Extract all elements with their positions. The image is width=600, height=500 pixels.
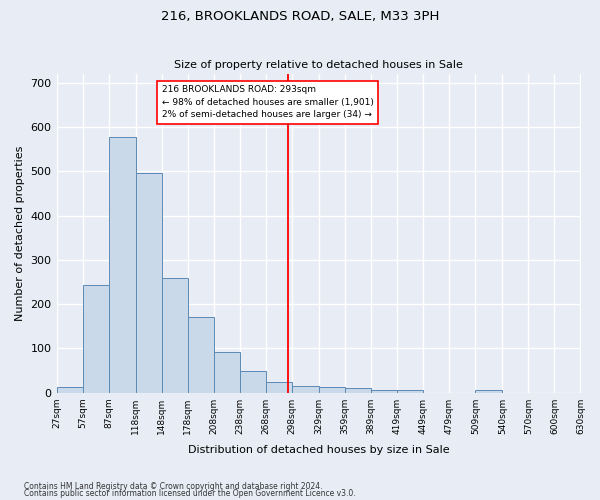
Text: 216, BROOKLANDS ROAD, SALE, M33 3PH: 216, BROOKLANDS ROAD, SALE, M33 3PH <box>161 10 439 23</box>
Bar <box>83 285 109 393</box>
Title: Size of property relative to detached houses in Sale: Size of property relative to detached ho… <box>174 60 463 70</box>
Bar <box>214 352 240 393</box>
Text: Contains public sector information licensed under the Open Government Licence v3: Contains public sector information licen… <box>24 490 356 498</box>
Y-axis label: Number of detached properties: Number of detached properties <box>15 146 25 321</box>
Bar <box>397 390 423 392</box>
Bar <box>319 387 345 392</box>
Bar <box>475 390 502 392</box>
Bar <box>266 382 292 392</box>
Bar <box>136 173 161 392</box>
Bar <box>240 371 266 392</box>
Bar <box>56 387 83 392</box>
Text: 216 BROOKLANDS ROAD: 293sqm
← 98% of detached houses are smaller (1,901)
2% of s: 216 BROOKLANDS ROAD: 293sqm ← 98% of det… <box>161 85 374 119</box>
Text: Contains HM Land Registry data © Crown copyright and database right 2024.: Contains HM Land Registry data © Crown c… <box>24 482 323 491</box>
Bar <box>188 318 214 392</box>
Bar <box>345 388 371 392</box>
Bar <box>371 390 397 392</box>
X-axis label: Distribution of detached houses by size in Sale: Distribution of detached houses by size … <box>188 445 449 455</box>
Bar <box>161 278 188 392</box>
Bar <box>109 137 136 392</box>
Bar <box>292 386 319 392</box>
